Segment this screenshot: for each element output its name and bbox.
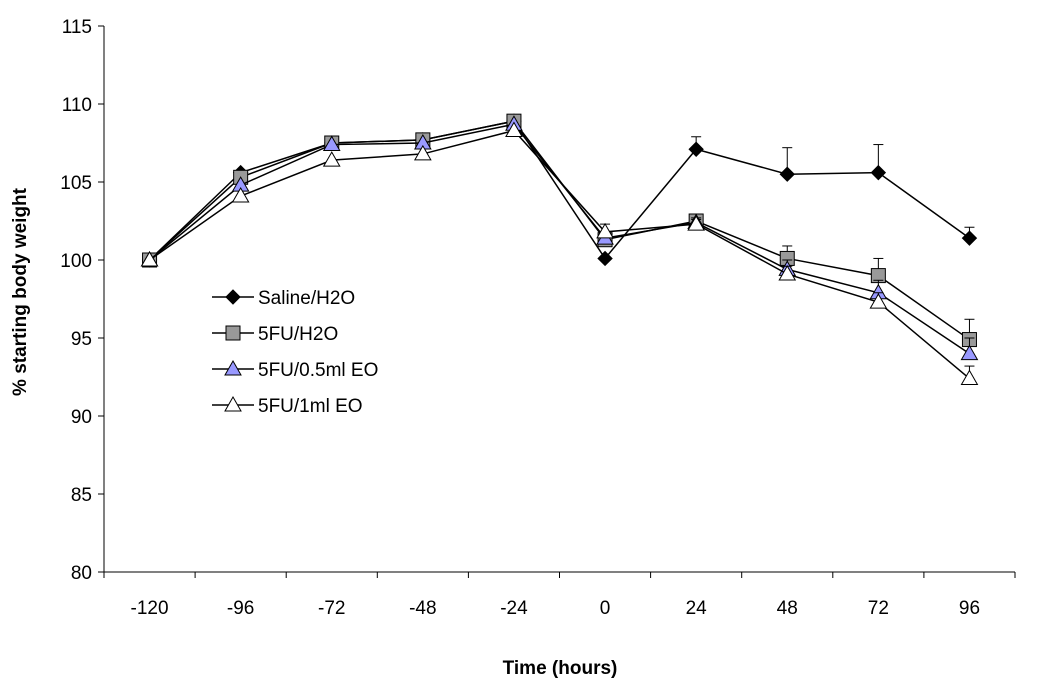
data-point: [687, 215, 706, 231]
data-point: [140, 250, 159, 267]
x-tick-label: -96: [227, 598, 254, 619]
data-point: [960, 344, 979, 361]
x-tick-label: -48: [409, 598, 436, 619]
x-tick-label: -120: [131, 598, 169, 619]
x-tick-label: -24: [500, 598, 528, 619]
legend-marker: [225, 325, 241, 341]
data-point: [322, 151, 341, 167]
legend: Saline/H2O 5FU/H2O 5FU/0.5ml EO 5FU/1ml EO: [212, 288, 378, 417]
data-point: [960, 369, 979, 386]
legend-item: 5FU/H2O: [212, 324, 338, 345]
x-tick-label: 96: [959, 598, 980, 619]
y-tick-label: 85: [71, 485, 92, 506]
y-tick-label: 95: [71, 329, 92, 350]
data-point: [779, 166, 795, 182]
data-point: [869, 293, 888, 309]
data-point: [961, 230, 978, 246]
legend-item: 5FU/0.5ml EO: [212, 359, 378, 381]
y-tick-label: 80: [71, 563, 92, 584]
data-point: [597, 250, 613, 267]
data-point: [870, 164, 887, 181]
y-axis-title: % starting body weight: [10, 187, 31, 396]
data-point: [413, 144, 432, 161]
data-point: [505, 121, 523, 138]
legend-label: Saline/H2O: [258, 288, 355, 309]
legend-label: 5FU/0.5ml EO: [258, 360, 378, 381]
y-tick-label: 100: [60, 251, 92, 272]
legend-marker: [224, 395, 242, 412]
x-axis-title: Time (hours): [503, 658, 618, 679]
y-tick-label: 105: [60, 173, 92, 194]
x-axis: -120 -96 -72 -48 -24 0 24 48 72 96: [103, 571, 1016, 619]
legend-label: 5FU/1ml EO: [258, 396, 363, 417]
data-point: [778, 265, 797, 281]
y-tick-label: 110: [62, 95, 92, 116]
series-line: [149, 129, 970, 380]
data-point: [322, 135, 341, 152]
legend-label: 5FU/H2O: [258, 324, 338, 345]
x-tick-label: 48: [777, 598, 798, 619]
series-4: [140, 121, 979, 386]
data-point: [688, 141, 704, 157]
x-tick-label: 0: [600, 598, 611, 619]
y-tick-label: 115: [62, 17, 92, 38]
data-point: [231, 187, 250, 203]
legend-item: Saline/H2O: [212, 288, 355, 309]
y-axis: 80 85 90 95 100 105 110 115: [60, 17, 105, 584]
series-line: [149, 120, 970, 261]
series-1: [141, 113, 978, 268]
y-tick-label: 90: [71, 407, 92, 428]
legend-marker: [225, 289, 241, 305]
x-tick-label: 24: [686, 598, 708, 619]
x-tick-label: -72: [318, 598, 345, 619]
x-tick-label: 72: [868, 598, 889, 619]
series-line: [149, 123, 970, 355]
legend-item: 5FU/1ml EO: [212, 395, 363, 417]
legend-marker: [224, 359, 242, 376]
series-layer: [140, 113, 979, 386]
data-point: [596, 222, 614, 239]
series-2: [142, 113, 977, 348]
